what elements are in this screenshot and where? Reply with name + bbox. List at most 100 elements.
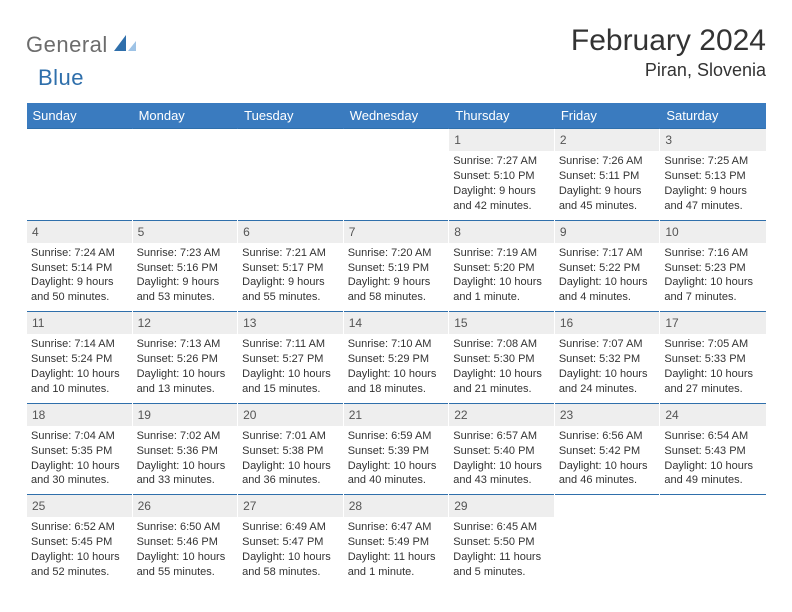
day-number: 10: [660, 221, 765, 243]
day-number: 25: [27, 495, 132, 517]
day-cell: 5Sunrise: 7:23 AMSunset: 5:16 PMDaylight…: [132, 220, 238, 312]
sunrise-text: Sunrise: 7:01 AM: [242, 429, 339, 444]
sunset-text: Sunset: 5:26 PM: [137, 352, 234, 367]
day-number: 6: [238, 221, 343, 243]
day-cell: [343, 129, 449, 221]
daylight-text: Daylight: 10 hours and 15 minutes.: [242, 367, 339, 397]
daylight-text: Daylight: 10 hours and 46 minutes.: [559, 459, 656, 489]
sunrise-text: Sunrise: 7:20 AM: [348, 246, 445, 261]
month-title: February 2024: [571, 24, 766, 58]
daylight-text: Daylight: 10 hours and 4 minutes.: [559, 275, 656, 305]
sunrise-text: Sunrise: 6:57 AM: [453, 429, 550, 444]
sunrise-text: Sunrise: 6:59 AM: [348, 429, 445, 444]
day-number: 27: [238, 495, 343, 517]
sunset-text: Sunset: 5:24 PM: [31, 352, 128, 367]
sunset-text: Sunset: 5:14 PM: [31, 261, 128, 276]
sunset-text: Sunset: 5:47 PM: [242, 535, 339, 550]
day-number: 14: [344, 312, 449, 334]
sunrise-text: Sunrise: 7:10 AM: [348, 337, 445, 352]
sunset-text: Sunset: 5:38 PM: [242, 444, 339, 459]
day-number: 26: [133, 495, 238, 517]
sunrise-text: Sunrise: 7:27 AM: [453, 154, 550, 169]
sunrise-text: Sunrise: 7:07 AM: [559, 337, 656, 352]
sunset-text: Sunset: 5:30 PM: [453, 352, 550, 367]
day-cell: 4Sunrise: 7:24 AMSunset: 5:14 PMDaylight…: [27, 220, 133, 312]
day-cell: [238, 129, 344, 221]
day-number: 12: [133, 312, 238, 334]
daylight-text: Daylight: 9 hours and 50 minutes.: [31, 275, 128, 305]
day-cell: 26Sunrise: 6:50 AMSunset: 5:46 PMDayligh…: [132, 495, 238, 586]
title-block: February 2024 Piran, Slovenia: [571, 24, 766, 81]
sunset-text: Sunset: 5:10 PM: [453, 169, 550, 184]
day-cell: 24Sunrise: 6:54 AMSunset: 5:43 PMDayligh…: [660, 403, 766, 495]
day-number: 17: [660, 312, 765, 334]
daylight-text: Daylight: 10 hours and 27 minutes.: [664, 367, 761, 397]
day-cell: 15Sunrise: 7:08 AMSunset: 5:30 PMDayligh…: [449, 312, 555, 404]
day-number: 3: [660, 129, 765, 151]
day-cell: 13Sunrise: 7:11 AMSunset: 5:27 PMDayligh…: [238, 312, 344, 404]
calendar-page: General February 2024 Piran, Slovenia Bl…: [0, 0, 792, 586]
weekday-sat: Saturday: [660, 103, 766, 129]
sunrise-text: Sunrise: 6:54 AM: [664, 429, 761, 444]
week-row: 1 Sunrise: 7:27 AMSunset: 5:10 PM Daylight…: [27, 129, 766, 221]
day-number: 11: [27, 312, 132, 334]
daylight-text: Daylight: 10 hours and 40 minutes.: [348, 459, 445, 489]
sunrise-text: Sunrise: 6:49 AM: [242, 520, 339, 535]
day-number: 1: [449, 129, 554, 151]
week-row: 18Sunrise: 7:04 AMSunset: 5:35 PMDayligh…: [27, 403, 766, 495]
daylight-text: Daylight: 10 hours and 30 minutes.: [31, 459, 128, 489]
weekday-fri: Friday: [554, 103, 660, 129]
daylight-text: Daylight: 9 hours and 45 minutes.: [559, 184, 656, 214]
sunset-text: Sunset: 5:32 PM: [559, 352, 656, 367]
day-cell: 25Sunrise: 6:52 AMSunset: 5:45 PMDayligh…: [27, 495, 133, 586]
sunset-text: Sunset: 5:22 PM: [559, 261, 656, 276]
day-cell: 3Sunrise: 7:25 AMSunset: 5:13 PMDaylight…: [660, 129, 766, 221]
location: Piran, Slovenia: [571, 60, 766, 81]
day-cell: 11Sunrise: 7:14 AMSunset: 5:24 PMDayligh…: [27, 312, 133, 404]
sunset-text: Sunset: 5:49 PM: [348, 535, 445, 550]
day-cell: 17Sunrise: 7:05 AMSunset: 5:33 PMDayligh…: [660, 312, 766, 404]
daylight-text: Daylight: 9 hours and 55 minutes.: [242, 275, 339, 305]
day-cell: 23Sunrise: 6:56 AMSunset: 5:42 PMDayligh…: [554, 403, 660, 495]
weekday-thu: Thursday: [449, 103, 555, 129]
daylight-text: Daylight: 10 hours and 33 minutes.: [137, 459, 234, 489]
sunrise-text: Sunrise: 6:56 AM: [559, 429, 656, 444]
sunrise-text: Sunrise: 7:17 AM: [559, 246, 656, 261]
sunset-text: Sunset: 5:13 PM: [664, 169, 761, 184]
sunrise-text: Sunrise: 7:11 AM: [242, 337, 339, 352]
sunset-text: Sunset: 5:43 PM: [664, 444, 761, 459]
sunrise-text: Sunrise: 6:45 AM: [453, 520, 550, 535]
sunset-text: Sunset: 5:16 PM: [137, 261, 234, 276]
sunset-text: Sunset: 5:35 PM: [31, 444, 128, 459]
daylight-text: Daylight: 10 hours and 58 minutes.: [242, 550, 339, 580]
day-cell: 2Sunrise: 7:26 AMSunset: 5:11 PMDaylight…: [554, 129, 660, 221]
daylight-text: Daylight: 10 hours and 21 minutes.: [453, 367, 550, 397]
day-number: 15: [449, 312, 554, 334]
sunset-text: Sunset: 5:39 PM: [348, 444, 445, 459]
day-cell: [554, 495, 660, 586]
week-row: 4Sunrise: 7:24 AMSunset: 5:14 PMDaylight…: [27, 220, 766, 312]
day-number: 4: [27, 221, 132, 243]
daylight-text: Daylight: 11 hours and 1 minute.: [348, 550, 445, 580]
sunrise-text: Sunrise: 6:52 AM: [31, 520, 128, 535]
sunset-text: Sunset: 5:33 PM: [664, 352, 761, 367]
daylight-text: Daylight: 10 hours and 55 minutes.: [137, 550, 234, 580]
day-number: 16: [555, 312, 660, 334]
day-cell: 22Sunrise: 6:57 AMSunset: 5:40 PMDayligh…: [449, 403, 555, 495]
week-row: 11Sunrise: 7:14 AMSunset: 5:24 PMDayligh…: [27, 312, 766, 404]
day-cell: [27, 129, 133, 221]
day-number: 28: [344, 495, 449, 517]
day-number: 24: [660, 404, 765, 426]
day-cell: 18Sunrise: 7:04 AMSunset: 5:35 PMDayligh…: [27, 403, 133, 495]
day-number: 23: [555, 404, 660, 426]
daylight-text: Daylight: 9 hours and 47 minutes.: [664, 184, 761, 214]
logo-text-2: Blue: [38, 65, 84, 90]
day-number: 21: [344, 404, 449, 426]
sunset-text: Sunset: 5:27 PM: [242, 352, 339, 367]
day-cell: 6Sunrise: 7:21 AMSunset: 5:17 PMDaylight…: [238, 220, 344, 312]
day-cell: 10Sunrise: 7:16 AMSunset: 5:23 PMDayligh…: [660, 220, 766, 312]
day-cell: 28Sunrise: 6:47 AMSunset: 5:49 PMDayligh…: [343, 495, 449, 586]
sunrise-text: Sunrise: 7:21 AM: [242, 246, 339, 261]
daylight-text: Daylight: 10 hours and 13 minutes.: [137, 367, 234, 397]
day-cell: 9Sunrise: 7:17 AMSunset: 5:22 PMDaylight…: [554, 220, 660, 312]
